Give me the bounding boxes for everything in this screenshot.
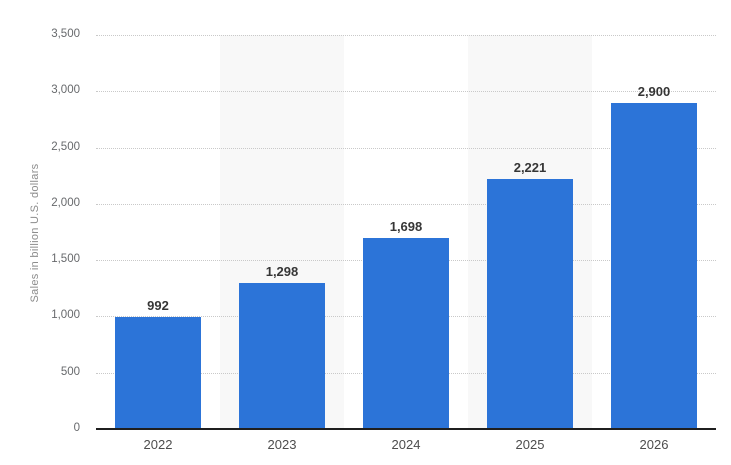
bar-2023 — [239, 282, 325, 429]
x-axis-label-2025: 2025 — [515, 437, 545, 452]
y-tick-label: 1,500 — [51, 253, 80, 266]
value-label-2023: 1,298 — [265, 263, 299, 279]
y-tick-label: 1,000 — [51, 309, 80, 322]
y-tick-label: 3,000 — [51, 84, 80, 97]
y-tick-label: 0 — [73, 422, 80, 434]
value-label-2025: 2,221 — [513, 159, 547, 175]
gridline-2,000 — [96, 203, 716, 205]
y-tick-label: 3,500 — [51, 28, 80, 40]
value-label-2026: 2,900 — [637, 83, 671, 99]
gridline-3,000 — [96, 91, 716, 93]
gridline-2,500 — [96, 147, 716, 149]
x-axis-label-2026: 2026 — [639, 437, 669, 452]
bar-2022 — [115, 317, 201, 429]
x-axis-baseline — [96, 428, 716, 430]
y-tick-label: 2,000 — [51, 196, 80, 209]
value-label-2024: 1,698 — [389, 218, 423, 234]
x-axis-label-2024: 2024 — [391, 437, 421, 452]
value-label-2022: 992 — [147, 298, 169, 314]
y-axis-title: Sales in billion U.S. dollars — [29, 163, 41, 303]
bar-2026 — [611, 102, 697, 429]
y-tick-label: 2,500 — [51, 140, 80, 153]
bar-2025 — [487, 178, 573, 429]
x-axis-label-2022: 2022 — [143, 437, 173, 452]
x-axis-label-2023: 2023 — [267, 437, 297, 452]
y-tick-label: 500 — [60, 365, 80, 378]
gridline-3,500 — [96, 35, 716, 36]
bar-2024 — [363, 237, 449, 429]
